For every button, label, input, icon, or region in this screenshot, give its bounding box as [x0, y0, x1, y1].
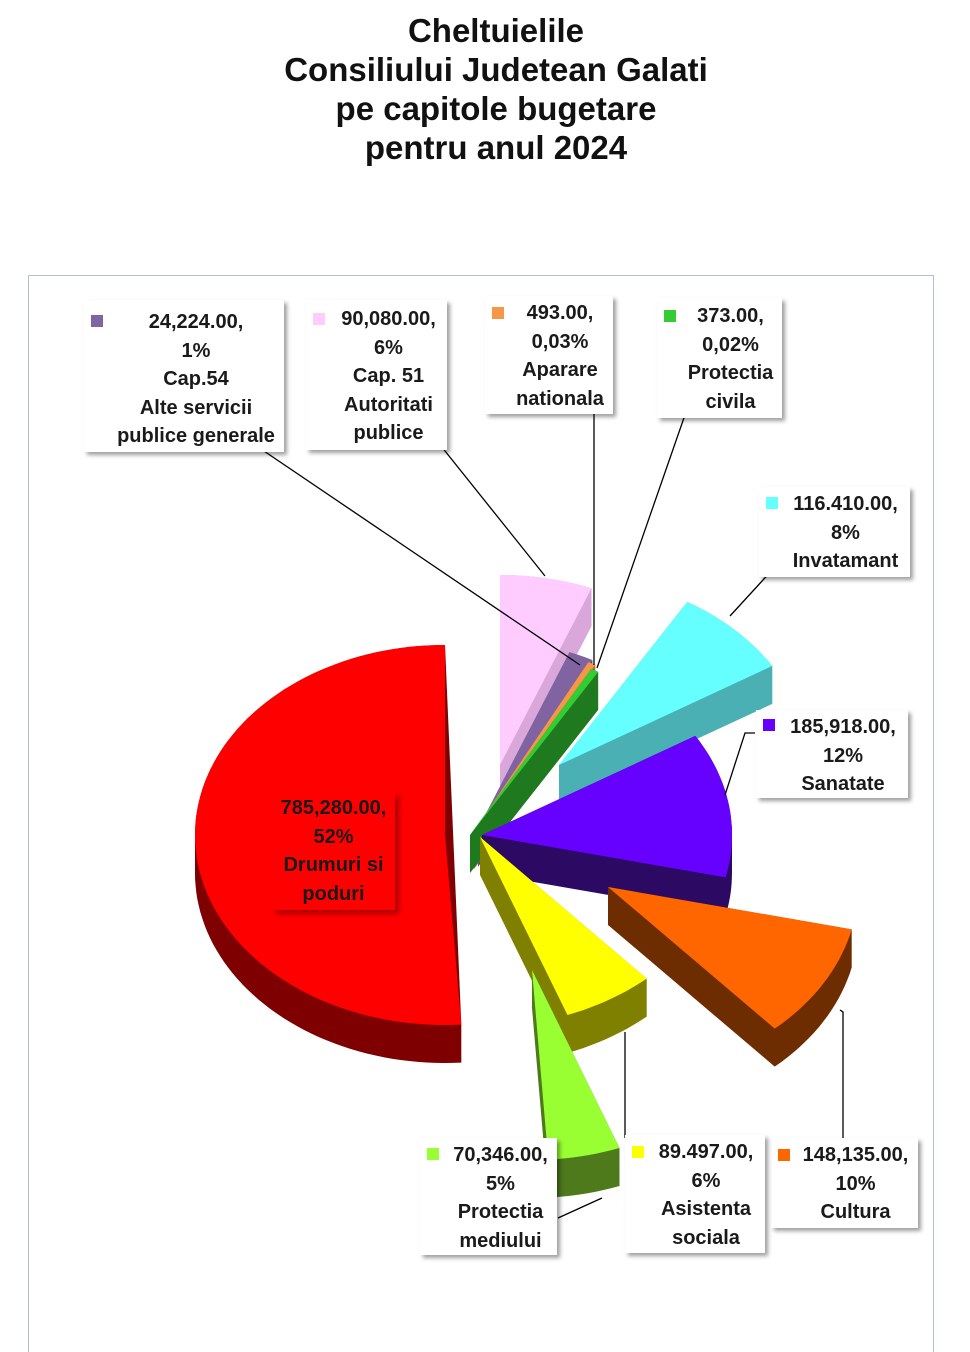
data-label-value: 373.00, — [697, 305, 764, 327]
pie-slice — [532, 970, 620, 1160]
data-label-value: 493.00, — [526, 302, 594, 324]
leader-line — [724, 732, 755, 796]
legend-marker — [632, 1146, 644, 1158]
pie-slice — [608, 887, 852, 1029]
data-label-asistenta-sociala: 89.497.00, 6% Asistenta sociala — [625, 1135, 765, 1253]
pie-slice — [559, 601, 773, 765]
data-label-protectia-civila: 373.00, 0,02% Protectia civila — [657, 298, 782, 418]
data-label-text: 493.00, 0,03% Aparare nationala — [507, 299, 613, 413]
pie-slice — [470, 668, 599, 835]
data-label-percent: 52% — [313, 825, 354, 848]
legend-marker — [763, 719, 775, 731]
data-label-drumuri-si-poduri: 785,280.00, 52% Drumuri si poduri — [272, 792, 395, 910]
chart-title-line: pentru anul 2024 — [364, 129, 628, 166]
legend-marker — [91, 315, 103, 327]
data-label-category: Alte servicii — [139, 396, 253, 419]
data-label-category: sociala — [672, 1226, 740, 1249]
data-label-category: Cultura — [820, 1201, 891, 1223]
data-label-value: 148,135.00, — [802, 1144, 909, 1166]
data-label-text: 785,280.00, 52% Drumuri si poduri — [272, 794, 395, 908]
pie-slice — [480, 837, 647, 1015]
leader-line — [839, 1009, 844, 1140]
data-label-text: 185,918.00, 12% Sanatate — [778, 713, 908, 799]
chart-title: Cheltuielile Consiliului Judetean Galati… — [22, 11, 970, 167]
leader-line — [420, 440, 546, 577]
data-label-percent: 10% — [835, 1172, 876, 1195]
chart-title-line: Consiliului Judetean Galati — [284, 51, 708, 88]
data-label-category: mediului — [459, 1229, 542, 1252]
pie-slice — [195, 645, 462, 1025]
data-label-percent: 8% — [831, 521, 860, 544]
data-label-category: Invatamant — [792, 550, 899, 572]
data-label-value: 785,280.00, — [280, 797, 387, 819]
data-label-category: Aparare — [522, 359, 598, 381]
data-label-category: publice generale — [117, 425, 275, 447]
data-label-percent: 1% — [181, 339, 211, 362]
legend-marker — [313, 313, 325, 325]
data-label-percent: 6% — [691, 1169, 721, 1192]
data-label-category: publice — [353, 422, 424, 444]
leader-line — [557, 1197, 603, 1219]
chart-title-line: Cheltuielile — [407, 12, 585, 49]
data-label-value: 24,224.00, — [148, 311, 244, 333]
pie-slice — [482, 735, 732, 878]
data-label-text: 373.00, 0,02% Protectia civila — [679, 302, 782, 416]
data-label-text: 148,135.00, 10% Cultura — [793, 1141, 918, 1227]
chart-title-line: pe capitole bugetare — [335, 90, 657, 127]
pie-slices — [195, 575, 852, 1198]
data-label-text: 90,080.00, 6% Cap. 51 Autoritati publice — [330, 305, 447, 448]
data-label-percent: 12% — [822, 744, 864, 767]
data-label-percent: 0,03% — [531, 330, 589, 353]
legend-marker — [427, 1148, 439, 1160]
data-label-category: Asistenta — [660, 1198, 752, 1220]
data-label-alte-servicii: 24,224.00, 1% Cap.54 Alte servicii publi… — [84, 300, 284, 452]
data-label-value: 70,346.00, — [453, 1144, 548, 1166]
data-label-category: Sanatate — [801, 773, 885, 795]
data-label-text: 70,346.00, 5% Protectia mediului — [444, 1141, 557, 1255]
data-label-category: civila — [705, 390, 756, 413]
chart-frame — [28, 275, 934, 1352]
data-label-aparare-nationala: 493.00, 0,03% Aparare nationala — [485, 296, 613, 414]
pie-slice — [500, 575, 592, 765]
data-label-text: 89.497.00, 6% Asistenta sociala — [647, 1138, 765, 1252]
data-label-text: 116.410.00, 8% Invatamant — [781, 490, 910, 576]
leader-line — [596, 411, 687, 669]
data-label-value: 185,918.00, — [790, 716, 896, 738]
legend-marker — [766, 497, 778, 509]
data-label-text: 24,224.00, 1% Cap.54 Alte servicii publi… — [108, 308, 284, 451]
data-label-cultura: 148,135.00, 10% Cultura — [771, 1138, 918, 1228]
data-label-percent: 5% — [486, 1172, 515, 1195]
legend-marker — [492, 307, 504, 319]
pie-slice-side — [470, 668, 599, 873]
data-label-category: nationala — [516, 387, 604, 410]
data-label-category: Drumuri si — [283, 854, 384, 876]
data-label-category: poduri — [302, 882, 365, 905]
data-label-value: 89.497.00, — [658, 1141, 754, 1163]
data-label-value: 116.410.00, — [793, 493, 898, 515]
leader-line — [257, 446, 581, 666]
data-label-invatamant: 116.410.00, 8% Invatamant — [759, 487, 910, 577]
legend-marker — [664, 310, 676, 322]
data-label-category: Autoritati — [344, 393, 433, 416]
data-label-category: Cap.54 — [163, 368, 229, 390]
data-label-percent: 6% — [374, 336, 403, 359]
legend-marker — [778, 1149, 790, 1161]
data-label-value: 90,080.00, — [341, 308, 436, 330]
data-label-percent: 0,02% — [702, 333, 759, 356]
data-label-category: Protectia — [687, 362, 774, 384]
data-label-category: Cap. 51 — [352, 365, 425, 387]
data-label-protectia-mediului: 70,346.00, 5% Protectia mediului — [420, 1138, 557, 1255]
data-label-autoritati-publice: 90,080.00, 6% Cap. 51 Autoritati publice — [306, 300, 447, 450]
data-label-sanatate: 185,918.00, 12% Sanatate — [756, 710, 908, 798]
data-label-category: Protectia — [457, 1201, 544, 1223]
